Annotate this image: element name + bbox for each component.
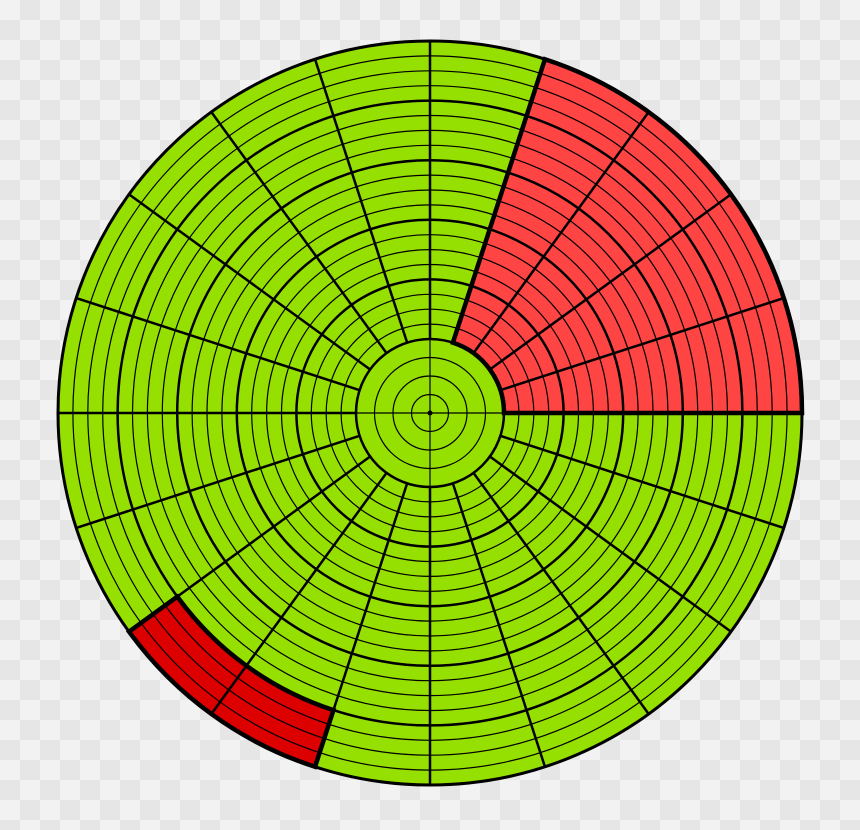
sector-spoke — [75, 296, 361, 392]
sector-spoke — [489, 455, 732, 633]
sector-spoke — [472, 111, 650, 354]
sector-spoke — [499, 434, 785, 530]
sector-spoke — [128, 193, 371, 371]
highlight-segments — [129, 59, 802, 767]
sector-spoke — [313, 58, 409, 344]
lower-left-dark-red-block-outline — [125, 593, 337, 770]
upper-right-red-block-outline — [450, 56, 805, 416]
center-disc — [354, 337, 506, 489]
sector-spoke — [472, 472, 650, 715]
highlight-outlines — [125, 56, 805, 770]
sector-spoke — [451, 482, 547, 768]
sector-spoke — [499, 296, 785, 392]
sector-spoke — [210, 111, 388, 354]
lower-left-dark-red-block-fill — [129, 596, 334, 767]
sector-spoke — [75, 434, 361, 530]
upper-right-red-block-fill — [452, 59, 802, 414]
sector-spoke — [489, 193, 732, 371]
sector-spoke — [210, 472, 388, 715]
